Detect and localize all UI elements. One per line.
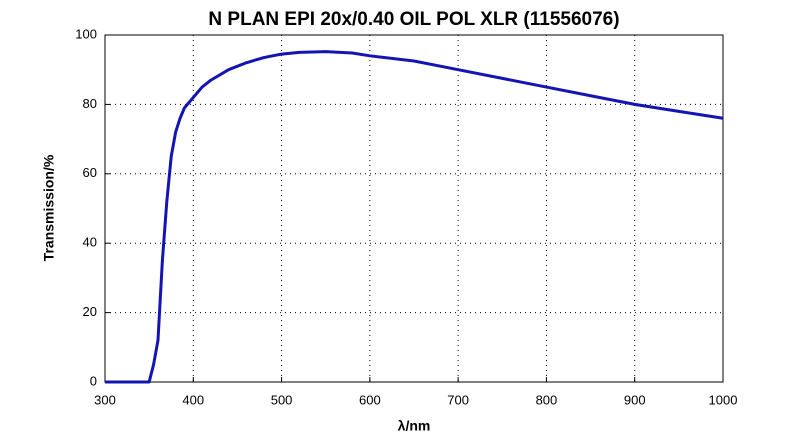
y-tick-label: 80 bbox=[83, 96, 97, 111]
y-tick-label: 20 bbox=[83, 304, 97, 319]
x-tick-label: 700 bbox=[447, 392, 469, 407]
x-axis-label: λ/nm bbox=[398, 418, 431, 434]
y-tick-label: 40 bbox=[83, 235, 97, 250]
y-tick-label: 60 bbox=[83, 165, 97, 180]
y-tick-label: 0 bbox=[90, 373, 97, 388]
plot-area bbox=[104, 34, 724, 383]
x-tick-label: 300 bbox=[94, 392, 116, 407]
y-axis-label: Transmission/% bbox=[41, 154, 57, 261]
x-tick-label: 900 bbox=[624, 392, 646, 407]
x-tick-label: 600 bbox=[359, 392, 381, 407]
chart-title: N PLAN EPI 20x/0.40 OIL POL XLR (1155607… bbox=[208, 9, 619, 30]
x-tick-label: 800 bbox=[536, 392, 558, 407]
x-tick-label: 500 bbox=[271, 392, 293, 407]
x-tick-label: 400 bbox=[182, 392, 204, 407]
y-tick-label: 100 bbox=[75, 26, 97, 41]
x-tick-label: 1000 bbox=[709, 392, 738, 407]
data-line bbox=[105, 50, 724, 384]
